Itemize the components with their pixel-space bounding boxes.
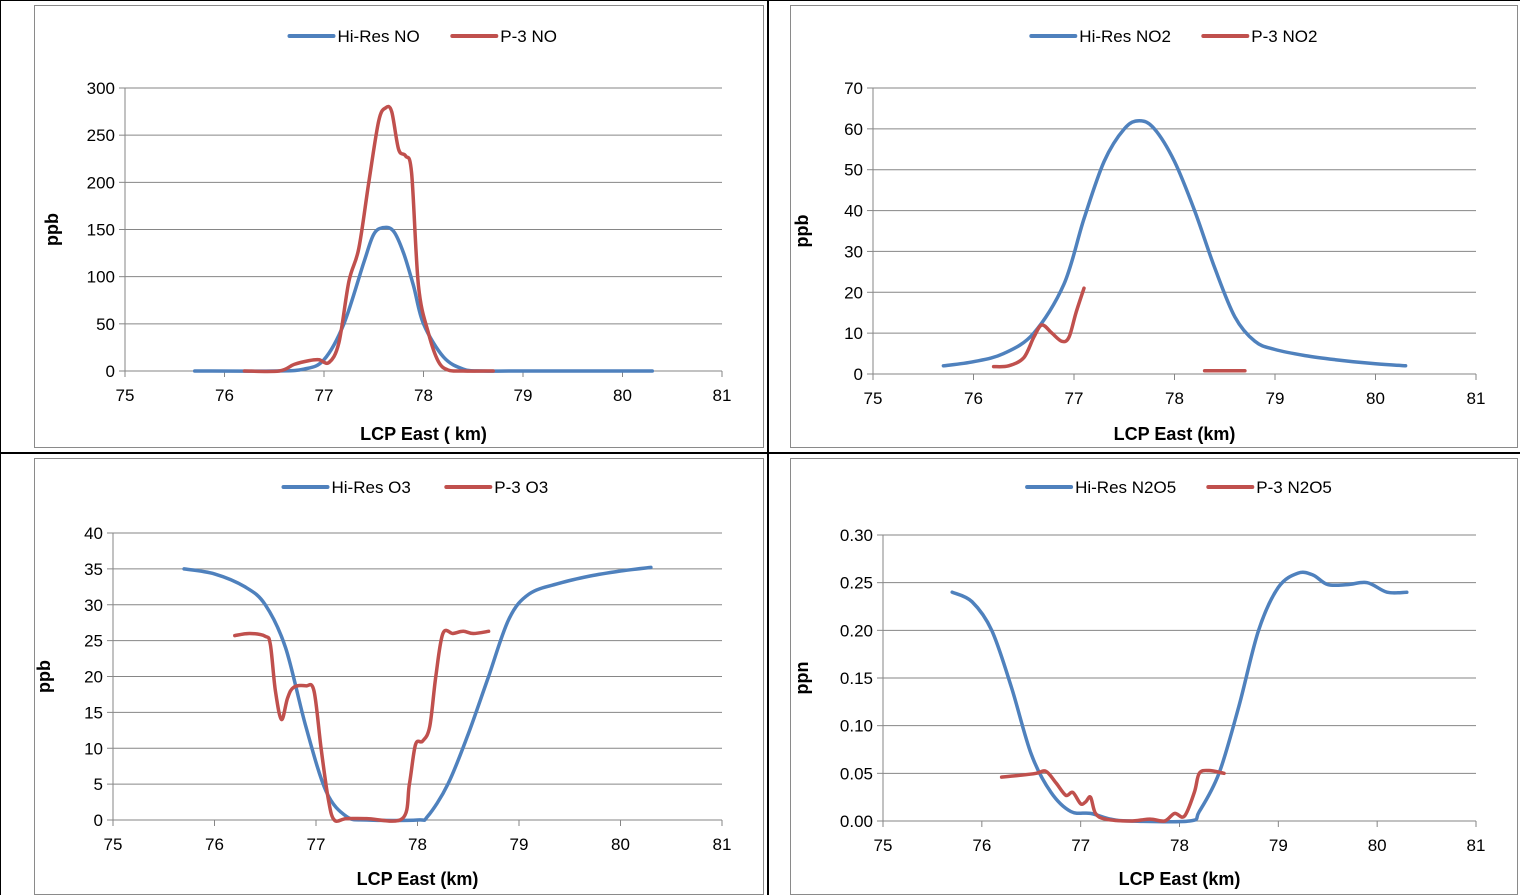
series-line-hires: [950, 570, 1409, 824]
x-tick-label: 77: [1071, 836, 1090, 855]
x-tick-label: 81: [713, 835, 732, 854]
y-tick-label: 70: [844, 79, 863, 98]
y-tick-label: 0.10: [840, 717, 873, 736]
y-tick-label: 40: [844, 202, 863, 221]
series-line-p3: [999, 768, 1226, 823]
legend-label-hires: Hi-Res NO2: [1079, 27, 1171, 46]
y-tick-label: 300: [87, 79, 115, 98]
legend-label-p3: P-3 N2O5: [1256, 478, 1332, 497]
y-tick-label: 10: [844, 324, 863, 343]
x-axis-title: LCP East (km): [1119, 869, 1241, 889]
x-tick-label: 80: [1366, 389, 1385, 408]
x-tick-label: 75: [864, 389, 883, 408]
chart-frame-no: [34, 5, 764, 448]
legend-label-p3: P-3 NO: [500, 27, 557, 46]
legend-label-hires: Hi-Res N2O5: [1075, 478, 1176, 497]
series-line-p3: [242, 104, 495, 374]
y-axis-title: ppb: [792, 215, 812, 248]
y-axis-title: ppb: [42, 213, 62, 246]
y-tick-label: 20: [84, 668, 103, 687]
legend-label-hires: Hi-Res O3: [332, 478, 411, 497]
y-tick-label: 25: [84, 632, 103, 651]
y-tick-label: 150: [87, 221, 115, 240]
legend-label-p3: P-3 O3: [494, 478, 548, 497]
x-tick-label: 76: [215, 386, 234, 405]
series-line-p3: [233, 628, 491, 823]
legend-label-p3: P-3 NO2: [1251, 27, 1317, 46]
x-tick-label: 76: [972, 836, 991, 855]
x-tick-label: 79: [1266, 389, 1285, 408]
y-tick-label: 0: [106, 362, 115, 381]
y-tick-label: 50: [844, 161, 863, 180]
x-tick-label: 81: [1467, 836, 1486, 855]
x-tick-label: 78: [1165, 389, 1184, 408]
x-tick-label: 76: [964, 389, 983, 408]
legend-label-hires: Hi-Res NO: [338, 27, 420, 46]
y-tick-label: 50: [96, 315, 115, 334]
x-tick-label: 81: [713, 386, 732, 405]
x-tick-label: 80: [611, 835, 630, 854]
y-axis-title: ppn: [792, 662, 812, 695]
y-tick-label: 30: [844, 242, 863, 261]
x-tick-label: 79: [1269, 836, 1288, 855]
x-axis-title: LCP East (km): [1114, 424, 1236, 444]
y-tick-label: 0.30: [840, 526, 873, 545]
x-tick-label: 77: [1065, 389, 1084, 408]
series-line-hires: [182, 565, 653, 823]
x-tick-label: 77: [315, 386, 334, 405]
y-tick-label: 0.00: [840, 812, 873, 831]
y-tick-label: 100: [87, 268, 115, 287]
y-tick-label: 0: [854, 365, 863, 384]
x-tick-label: 81: [1467, 389, 1486, 408]
table-border-middle-vertical: [767, 0, 769, 895]
x-axis-title: LCP East ( km): [360, 424, 487, 444]
x-tick-label: 78: [408, 835, 427, 854]
y-tick-label: 10: [84, 739, 103, 758]
y-tick-label: 5: [94, 775, 103, 794]
y-tick-label: 0.20: [840, 621, 873, 640]
table-border-middle-horizontal: [0, 452, 1520, 454]
y-tick-label: 35: [84, 560, 103, 579]
table-border-left: [0, 0, 1, 895]
y-tick-label: 200: [87, 173, 115, 192]
y-tick-label: 15: [84, 703, 103, 722]
x-tick-label: 75: [116, 386, 135, 405]
y-tick-label: 0.25: [840, 574, 873, 593]
y-tick-label: 30: [84, 596, 103, 615]
y-tick-label: 60: [844, 120, 863, 139]
y-tick-label: 250: [87, 126, 115, 145]
series-line-p3: [991, 286, 1086, 369]
chart-frame-no2: [790, 5, 1518, 448]
x-tick-label: 77: [307, 835, 326, 854]
x-tick-label: 76: [205, 835, 224, 854]
y-tick-label: 20: [844, 283, 863, 302]
y-tick-label: 40: [84, 524, 103, 543]
x-tick-label: 78: [414, 386, 433, 405]
x-tick-label: 78: [1170, 836, 1189, 855]
x-tick-label: 79: [510, 835, 529, 854]
x-tick-label: 75: [874, 836, 893, 855]
x-tick-label: 80: [1368, 836, 1387, 855]
x-tick-label: 80: [613, 386, 632, 405]
x-tick-label: 79: [514, 386, 533, 405]
y-tick-label: 0.05: [840, 764, 873, 783]
y-tick-label: 0.15: [840, 669, 873, 688]
y-axis-title: ppb: [34, 660, 54, 693]
y-tick-label: 0: [94, 811, 103, 830]
x-axis-title: LCP East (km): [357, 869, 479, 889]
x-tick-label: 75: [104, 835, 123, 854]
table-border-top: [0, 0, 1520, 1]
